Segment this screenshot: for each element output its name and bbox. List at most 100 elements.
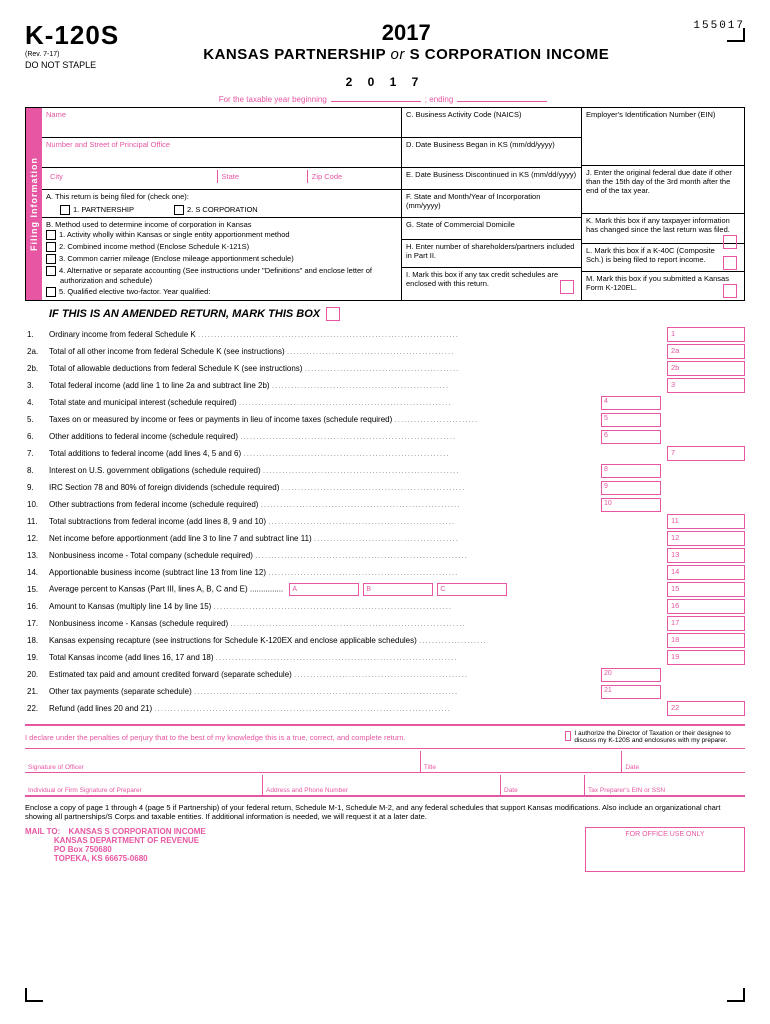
state-label: State	[218, 170, 308, 183]
line-text: Kansas expensing recapture (see instruct…	[49, 636, 661, 645]
line-6: 6.Other additions to federal income (sch…	[25, 429, 745, 444]
amount-box-end[interactable]: 7	[667, 446, 745, 461]
crop-mark-bl	[25, 988, 43, 1002]
begin-date-blank[interactable]	[331, 93, 421, 102]
line-8: 8.Interest on U.S. government obligation…	[25, 463, 745, 478]
crop-mark-br	[727, 988, 745, 1002]
section-b: B. Method used to determine income of co…	[42, 218, 401, 300]
line-number: 5.	[25, 415, 49, 424]
box-a[interactable]: A	[289, 583, 359, 596]
signature-row-1: Signature of Officer Title Date	[25, 751, 745, 773]
method-4[interactable]: 4. Alternative or separate accounting (S…	[46, 265, 397, 286]
field-f[interactable]: F. State and Month/Year of Incorporation…	[402, 190, 581, 218]
amount-box-end[interactable]: 14	[667, 565, 745, 580]
amended-return[interactable]: IF THIS IS AN AMENDED RETURN, MARK THIS …	[49, 307, 745, 321]
box-b[interactable]: B	[363, 583, 433, 596]
line-text: Refund (add lines 20 and 21) ...........…	[49, 704, 661, 713]
method-5[interactable]: 5. Qualified elective two-factor. Year q…	[46, 286, 397, 298]
title-or: or	[391, 46, 405, 63]
amount-box-end[interactable]: 1	[667, 327, 745, 342]
field-k[interactable]: K. Mark this box if any taxpayer informa…	[582, 214, 744, 244]
field-g[interactable]: G. State of Commercial Domicile	[402, 218, 581, 240]
line-number: 22.	[25, 704, 49, 713]
form-code: K-120S	[25, 20, 119, 51]
line-number: 2b.	[25, 364, 49, 373]
amount-box-mid[interactable]: 4	[601, 396, 661, 410]
filing-tab: Filing Information	[26, 108, 42, 300]
line-number: 4.	[25, 398, 49, 407]
end-date-blank[interactable]	[457, 93, 547, 102]
mail-label: MAIL TO:	[25, 827, 60, 836]
title-pre: KANSAS PARTNERSHIP	[203, 46, 386, 63]
amount-box-end[interactable]: 2b	[667, 361, 745, 376]
sig-ein[interactable]: Tax Preparer's EIN or SSN	[585, 775, 745, 795]
amount-box-end[interactable]: 16	[667, 599, 745, 614]
amount-box-end[interactable]: 22	[667, 701, 745, 716]
field-d[interactable]: D. Date Business Began in KS (mm/dd/yyyy…	[402, 138, 581, 168]
line-number: 13.	[25, 551, 49, 560]
tax-year: 2017	[119, 20, 693, 46]
method-3[interactable]: 3. Common carrier mileage (Enclose milea…	[46, 253, 397, 265]
address-field[interactable]: Number and Street of Principal Office	[42, 138, 401, 168]
amount-box-end[interactable]: 18	[667, 633, 745, 648]
line-text: Total federal income (add line 1 to line…	[49, 381, 661, 390]
authorize-block[interactable]: I authorize the Director of Taxation or …	[565, 730, 745, 744]
amount-box-end[interactable]: 17	[667, 616, 745, 631]
line-text: Other additions to federal income (sched…	[49, 432, 595, 441]
amount-box-end[interactable]: 3	[667, 378, 745, 393]
amount-box-mid[interactable]: 5	[601, 413, 661, 427]
field-l[interactable]: L. Mark this box if a K-40C (Composite S…	[582, 244, 744, 272]
name-field[interactable]: Name	[42, 108, 401, 138]
amount-box-mid[interactable]: 21	[601, 685, 661, 699]
field-c[interactable]: C. Business Activity Code (NAICS)	[402, 108, 581, 138]
amount-box-end[interactable]: 15	[667, 582, 745, 597]
line-text: Other tax payments (separate schedule) .…	[49, 687, 595, 696]
line-7: 7.Total additions to federal income (add…	[25, 446, 745, 461]
amount-box-end[interactable]: 12	[667, 531, 745, 546]
amount-box-mid[interactable]: 6	[601, 430, 661, 444]
line-number: 18.	[25, 636, 49, 645]
field-ein[interactable]: Employer's Identification Number (EIN)	[582, 108, 744, 166]
line-text: Nonbusiness income - Kansas (schedule re…	[49, 619, 661, 628]
line-2a: 2a.Total of all other income from federa…	[25, 344, 745, 359]
amount-box-mid[interactable]: 20	[601, 668, 661, 682]
method-1[interactable]: 1. Activity wholly within Kansas or sing…	[46, 229, 397, 241]
partnership-option[interactable]: 1. PARTNERSHIP	[60, 205, 134, 215]
line-19: 19.Total Kansas income (add lines 16, 17…	[25, 650, 745, 665]
field-e[interactable]: E. Date Business Discontinued in KS (mm/…	[402, 168, 581, 190]
sig-preparer[interactable]: Individual or Firm Signature of Preparer	[25, 775, 263, 795]
line-text: Total additions to federal income (add l…	[49, 449, 661, 458]
field-h[interactable]: H. Enter number of shareholders/partners…	[402, 240, 581, 268]
field-i[interactable]: I. Mark this box if any tax credit sched…	[402, 268, 581, 294]
city-state-zip[interactable]: City State Zip Code	[42, 168, 401, 190]
line-5: 5.Taxes on or measured by income or fees…	[25, 412, 745, 427]
line-number: 9.	[25, 483, 49, 492]
line-17: 17.Nonbusiness income - Kansas (schedule…	[25, 616, 745, 631]
box-c[interactable]: C	[437, 583, 507, 596]
sig-title[interactable]: Title	[421, 751, 622, 772]
amount-box-mid[interactable]: 8	[601, 464, 661, 478]
amount-box-mid[interactable]: 9	[601, 481, 661, 495]
amount-box-mid[interactable]: 10	[601, 498, 661, 512]
scorp-option[interactable]: 2. S CORPORATION	[174, 205, 258, 215]
sig-date[interactable]: Date	[622, 751, 745, 772]
footer-instructions: Enclose a copy of page 1 through 4 (page…	[25, 803, 745, 821]
line-1: 1.Ordinary income from federal Schedule …	[25, 327, 745, 342]
field-m[interactable]: M. Mark this box if you submitted a Kans…	[582, 272, 744, 298]
method-2[interactable]: 2. Combined income method (Enclose Sched…	[46, 241, 397, 253]
line-text: Interest on U.S. government obligations …	[49, 466, 595, 475]
amount-box-end[interactable]: 13	[667, 548, 745, 563]
sig-addrphone[interactable]: Address and Phone Number	[263, 775, 501, 795]
sig-date2[interactable]: Date	[501, 775, 585, 795]
line-number: 20.	[25, 670, 49, 679]
section-a: A. This return is being filed for (check…	[42, 190, 401, 218]
filing-info-box: Filing Information Name Number and Stree…	[25, 107, 745, 301]
line-text: Other subtractions from federal income (…	[49, 500, 595, 509]
amount-box-end[interactable]: 19	[667, 650, 745, 665]
line-text: IRC Section 78 and 80% of foreign divide…	[49, 483, 595, 492]
amount-box-end[interactable]: 2a	[667, 344, 745, 359]
amount-box-end[interactable]: 11	[667, 514, 745, 529]
field-j[interactable]: J. Enter the original federal due date i…	[582, 166, 744, 214]
year-row: 2 0 1 7	[25, 75, 745, 89]
sig-officer[interactable]: Signature of Officer	[25, 751, 421, 772]
